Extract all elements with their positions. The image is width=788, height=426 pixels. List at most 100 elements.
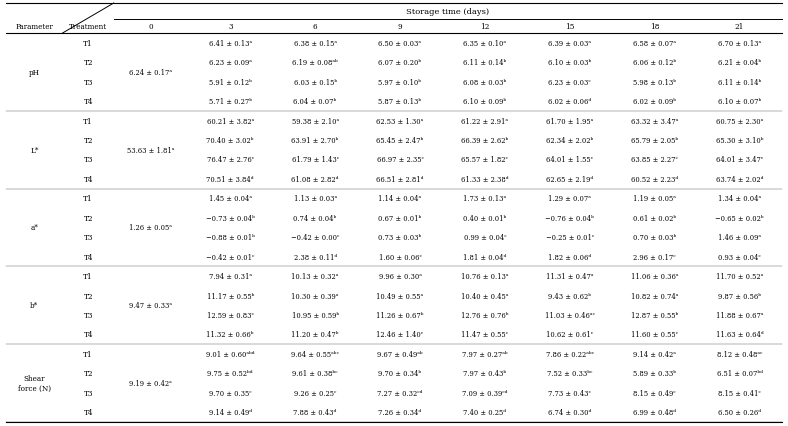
- Text: 6.74 ± 0.30ᵈ: 6.74 ± 0.30ᵈ: [548, 408, 592, 416]
- Text: 53.63 ± 1.81ᵃ: 53.63 ± 1.81ᵃ: [127, 147, 174, 154]
- Text: 1.60 ± 0.06ᶜ: 1.60 ± 0.06ᶜ: [378, 253, 422, 261]
- Text: 7.86 ± 0.22ᵃᵇᶜ: 7.86 ± 0.22ᵃᵇᶜ: [546, 350, 594, 358]
- Text: 6.10 ± 0.07ᵇ: 6.10 ± 0.07ᵇ: [718, 98, 761, 106]
- Text: 2.96 ± 0.17ᶜ: 2.96 ± 0.17ᶜ: [634, 253, 676, 261]
- Text: 9.14 ± 0.42ᵃ: 9.14 ± 0.42ᵃ: [634, 350, 676, 358]
- Text: 7.73 ± 0.43ᶜ: 7.73 ± 0.43ᶜ: [548, 389, 591, 397]
- Text: 6.03 ± 0.15ᵇ: 6.03 ± 0.15ᵇ: [294, 78, 336, 86]
- Text: 12.76 ± 0.76ᵇ: 12.76 ± 0.76ᵇ: [461, 311, 508, 319]
- Text: pH: pH: [28, 69, 40, 77]
- Text: 6.50 ± 0.03ᵃ: 6.50 ± 0.03ᵃ: [378, 40, 422, 48]
- Text: 66.51 ± 2.81ᵈ: 66.51 ± 2.81ᵈ: [377, 176, 424, 184]
- Text: 6.07 ± 0.20ᵇ: 6.07 ± 0.20ᵇ: [378, 59, 422, 67]
- Text: 6: 6: [313, 23, 318, 31]
- Text: 64.01 ± 1.55ᶜ: 64.01 ± 1.55ᶜ: [546, 156, 593, 164]
- Text: 6.23 ± 0.09ᵃ: 6.23 ± 0.09ᵃ: [209, 59, 251, 67]
- Text: 10.13 ± 0.32ᵃ: 10.13 ± 0.32ᵃ: [292, 273, 339, 280]
- Text: 0.93 ± 0.04ᶜ: 0.93 ± 0.04ᶜ: [718, 253, 761, 261]
- Text: Treatment: Treatment: [69, 23, 107, 31]
- Text: 0: 0: [148, 23, 153, 31]
- Text: 1.45 ± 0.04ᵃ: 1.45 ± 0.04ᵃ: [209, 195, 251, 203]
- Text: 9.75 ± 0.52ᵇᵈ: 9.75 ± 0.52ᵇᵈ: [207, 369, 253, 377]
- Text: 11.63 ± 0.64ᵈ: 11.63 ± 0.64ᵈ: [716, 331, 764, 339]
- Text: 6.50 ± 0.26ᵈ: 6.50 ± 0.26ᵈ: [718, 408, 761, 416]
- Text: L*: L*: [30, 147, 39, 154]
- Text: 6.10 ± 0.09ᵇ: 6.10 ± 0.09ᵇ: [463, 98, 507, 106]
- Text: 12.59 ± 0.83ᶜ: 12.59 ± 0.83ᶜ: [206, 311, 254, 319]
- Text: 12: 12: [480, 23, 489, 31]
- Text: 6.23 ± 0.03ᶜ: 6.23 ± 0.03ᶜ: [548, 78, 591, 86]
- Text: 6.21 ± 0.04ᵇ: 6.21 ± 0.04ᵇ: [718, 59, 761, 67]
- Text: T2: T2: [84, 137, 93, 145]
- Text: 9.70 ± 0.34ᵇ: 9.70 ± 0.34ᵇ: [378, 369, 422, 377]
- Text: 0.67 ± 0.01ᵇ: 0.67 ± 0.01ᵇ: [378, 214, 422, 222]
- Text: 9.26 ± 0.25ᶜ: 9.26 ± 0.25ᶜ: [294, 389, 336, 397]
- Text: 6.58 ± 0.07ᵃ: 6.58 ± 0.07ᵃ: [634, 40, 676, 48]
- Text: 1.82 ± 0.06ᵈ: 1.82 ± 0.06ᵈ: [548, 253, 591, 261]
- Text: 6.08 ± 0.03ᵇ: 6.08 ± 0.03ᵇ: [463, 78, 507, 86]
- Text: a*: a*: [31, 224, 39, 232]
- Text: T4: T4: [84, 176, 93, 184]
- Text: 9.70 ± 0.35ᶜ: 9.70 ± 0.35ᶜ: [209, 389, 251, 397]
- Text: 18: 18: [650, 23, 660, 31]
- Text: 6.39 ± 0.03ᵃ: 6.39 ± 0.03ᵃ: [548, 40, 591, 48]
- Text: 8.15 ± 0.41ᶜ: 8.15 ± 0.41ᶜ: [718, 389, 761, 397]
- Text: 5.91 ± 0.12ᵇ: 5.91 ± 0.12ᵇ: [209, 78, 251, 86]
- Text: 60.21 ± 3.82ᵃ: 60.21 ± 3.82ᵃ: [206, 117, 254, 125]
- Text: T4: T4: [84, 253, 93, 261]
- Text: 6.10 ± 0.03ᵇ: 6.10 ± 0.03ᵇ: [548, 59, 592, 67]
- Text: −0.42 ± 0.01ᶜ: −0.42 ± 0.01ᶜ: [206, 253, 255, 261]
- Text: Storage time (days): Storage time (days): [407, 8, 489, 16]
- Text: 11.88 ± 0.67ᵃ: 11.88 ± 0.67ᵃ: [716, 311, 764, 319]
- Text: 10.49 ± 0.55ᵃ: 10.49 ± 0.55ᵃ: [377, 292, 423, 300]
- Text: 10.40 ± 0.45ᵃ: 10.40 ± 0.45ᵃ: [461, 292, 508, 300]
- Text: 8.15 ± 0.49ᶜ: 8.15 ± 0.49ᶜ: [634, 389, 676, 397]
- Text: −0.65 ± 0.02ᵇ: −0.65 ± 0.02ᵇ: [716, 214, 764, 222]
- Text: 9.43 ± 0.62ᵇ: 9.43 ± 0.62ᵇ: [548, 292, 591, 300]
- Text: 64.01 ± 3.47ᶜ: 64.01 ± 3.47ᶜ: [716, 156, 764, 164]
- Text: 5.97 ± 0.10ᵇ: 5.97 ± 0.10ᵇ: [378, 78, 422, 86]
- Text: 11.31 ± 0.47ᵃ: 11.31 ± 0.47ᵃ: [546, 273, 593, 280]
- Text: 0.73 ± 0.03ᵇ: 0.73 ± 0.03ᵇ: [378, 234, 422, 242]
- Text: 1.14 ± 0.04ᵃ: 1.14 ± 0.04ᵃ: [378, 195, 422, 203]
- Text: 0.40 ± 0.01ᵇ: 0.40 ± 0.01ᵇ: [463, 214, 507, 222]
- Text: 10.82 ± 0.74ᵃ: 10.82 ± 0.74ᵃ: [631, 292, 678, 300]
- Text: 6.41 ± 0.13ᵃ: 6.41 ± 0.13ᵃ: [209, 40, 251, 48]
- Text: 7.26 ± 0.34ᵈ: 7.26 ± 0.34ᵈ: [378, 408, 422, 416]
- Text: 7.97 ± 0.43ᵇ: 7.97 ± 0.43ᵇ: [463, 369, 507, 377]
- Text: 65.57 ± 1.82ᶜ: 65.57 ± 1.82ᶜ: [462, 156, 508, 164]
- Text: 6.02 ± 0.06ᵈ: 6.02 ± 0.06ᵈ: [548, 98, 591, 106]
- Text: 62.34 ± 2.02ᵇ: 62.34 ± 2.02ᵇ: [546, 137, 593, 145]
- Text: Shear
force (N): Shear force (N): [18, 374, 51, 392]
- Text: 60.75 ± 2.30ᵃ: 60.75 ± 2.30ᵃ: [716, 117, 764, 125]
- Text: 63.74 ± 2.02ᵈ: 63.74 ± 2.02ᵈ: [716, 176, 764, 184]
- Text: 61.70 ± 1.95ᵃ: 61.70 ± 1.95ᵃ: [546, 117, 593, 125]
- Text: 65.79 ± 2.05ᵇ: 65.79 ± 2.05ᵇ: [631, 137, 678, 145]
- Text: 7.94 ± 0.31ᵃ: 7.94 ± 0.31ᵃ: [209, 273, 251, 280]
- Text: 11.26 ± 0.67ᵇ: 11.26 ± 0.67ᵇ: [376, 311, 424, 319]
- Text: 5.71 ± 0.27ᵇ: 5.71 ± 0.27ᵇ: [209, 98, 251, 106]
- Text: T3: T3: [84, 156, 93, 164]
- Text: T4: T4: [84, 408, 93, 416]
- Text: T1: T1: [84, 195, 93, 203]
- Text: 61.33 ± 2.38ᵈ: 61.33 ± 2.38ᵈ: [461, 176, 508, 184]
- Text: 6.99 ± 0.48ᵈ: 6.99 ± 0.48ᵈ: [634, 408, 676, 416]
- Text: 61.22 ± 2.91ᵃ: 61.22 ± 2.91ᵃ: [462, 117, 508, 125]
- Text: 6.06 ± 0.12ᵇ: 6.06 ± 0.12ᵇ: [633, 59, 676, 67]
- Text: 12.46 ± 1.40ᶜ: 12.46 ± 1.40ᶜ: [377, 331, 423, 339]
- Text: 11.60 ± 0.55ᶜ: 11.60 ± 0.55ᶜ: [631, 331, 678, 339]
- Text: −0.42 ± 0.00ᶜ: −0.42 ± 0.00ᶜ: [291, 234, 340, 242]
- Text: 9.87 ± 0.56ᵇ: 9.87 ± 0.56ᵇ: [718, 292, 761, 300]
- Text: 59.38 ± 2.10ᵃ: 59.38 ± 2.10ᵃ: [292, 117, 339, 125]
- Text: 6.19 ± 0.08ᵃᵇ: 6.19 ± 0.08ᵃᵇ: [292, 59, 338, 67]
- Text: 7.97 ± 0.27ᵃᵇ: 7.97 ± 0.27ᵃᵇ: [462, 350, 507, 358]
- Text: 5.98 ± 0.13ᵇ: 5.98 ± 0.13ᵇ: [634, 78, 676, 86]
- Text: 9.01 ± 0.60ᵃᵇᵈ: 9.01 ± 0.60ᵃᵇᵈ: [206, 350, 255, 358]
- Text: 2.38 ± 0.11ᵈ: 2.38 ± 0.11ᵈ: [294, 253, 336, 261]
- Text: 21: 21: [735, 23, 744, 31]
- Text: T3: T3: [84, 78, 93, 86]
- Text: 15: 15: [565, 23, 574, 31]
- Text: T4: T4: [84, 98, 93, 106]
- Text: 1.26 ± 0.05ᵃ: 1.26 ± 0.05ᵃ: [129, 224, 173, 232]
- Text: 11.47 ± 0.55ᶜ: 11.47 ± 0.55ᶜ: [462, 331, 508, 339]
